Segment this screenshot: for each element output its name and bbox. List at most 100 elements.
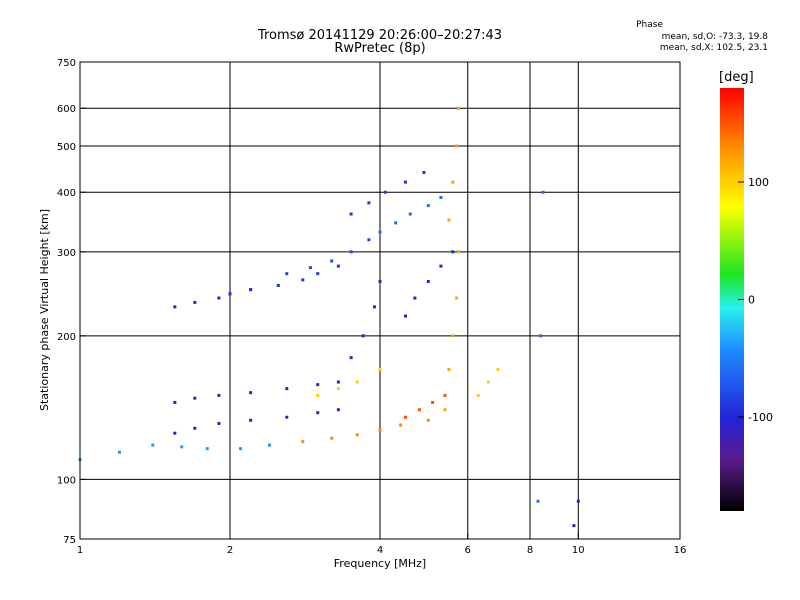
data-point [151, 443, 155, 447]
data-point [336, 264, 340, 268]
data-point [355, 433, 359, 437]
data-point [451, 180, 455, 184]
data-point [249, 391, 253, 395]
data-point [249, 418, 253, 422]
colorbar-tick-label: 100 [748, 176, 769, 189]
data-point [316, 383, 320, 387]
colorbar-tick-label: 0 [748, 294, 755, 307]
data-point [336, 387, 340, 391]
data-point [457, 250, 461, 254]
phase-stats-o: mean, sd,O: -73.3, 19.8 [661, 32, 768, 42]
data-point [378, 367, 382, 371]
data-point [355, 380, 359, 384]
data-point [576, 499, 580, 503]
data-point [239, 447, 243, 451]
data-point [536, 499, 540, 503]
colorbar-ticks: 100 0 -100 [738, 176, 773, 424]
chart-title: Tromsø 20141129 20:26:00–20:27:43 [257, 28, 503, 43]
data-point [443, 408, 447, 412]
data-point [426, 204, 430, 208]
x-tick-label: 1 [77, 545, 83, 556]
data-point [361, 334, 365, 338]
data-point [451, 334, 455, 338]
data-point [373, 305, 377, 309]
y-tick-label: 400 [57, 188, 76, 199]
chart-subtitle: RwPretec (8p) [334, 41, 426, 56]
data-point [496, 367, 500, 371]
data-point [301, 440, 305, 444]
data-point [349, 212, 353, 216]
data-point [455, 144, 459, 148]
data-point [285, 387, 289, 391]
data-point [336, 380, 340, 384]
data-point [267, 443, 271, 447]
data-point [378, 230, 382, 234]
data-point [173, 400, 177, 404]
data-point [539, 334, 543, 338]
data-point [117, 450, 121, 454]
data-point [426, 279, 430, 283]
data-point [439, 195, 443, 199]
data-point [316, 411, 320, 415]
data-point [572, 524, 576, 528]
x-tick-label: 4 [377, 545, 383, 556]
data-point [451, 250, 455, 254]
data-point [308, 266, 312, 270]
data-point [431, 400, 435, 404]
data-point [541, 190, 545, 194]
y-tick-label: 600 [57, 104, 76, 115]
data-point [336, 408, 340, 412]
data-point [285, 415, 289, 419]
data-point [486, 380, 490, 384]
data-point [205, 447, 209, 451]
data-point [301, 278, 305, 282]
data-point [394, 221, 398, 225]
data-point [439, 264, 443, 268]
data-point [316, 393, 320, 397]
y-tick-label: 75 [63, 535, 76, 546]
data-point [457, 106, 461, 110]
axis-ticks: 1 2 4 6 8 10 16 75 100 200 300 400 500 600 750 [57, 58, 686, 556]
data-point [193, 300, 197, 304]
y-tick-label: 500 [57, 142, 76, 153]
data-point [367, 238, 371, 242]
data-point [447, 367, 451, 371]
y-tick-label: 200 [57, 332, 76, 343]
data-point [217, 296, 221, 300]
data-point [349, 356, 353, 360]
data-point [330, 259, 334, 263]
data-point [173, 431, 177, 435]
x-tick-label: 8 [527, 545, 533, 556]
data-point [276, 283, 280, 287]
data-point [180, 445, 184, 449]
data-point [413, 296, 417, 300]
data-point [383, 190, 387, 194]
data-point [403, 180, 407, 184]
data-point [443, 393, 447, 397]
data-point [417, 408, 421, 412]
data-point [316, 272, 320, 276]
data-point [285, 272, 289, 276]
phase-stats-x: mean, sd,X: 102.5, 23.1 [659, 43, 768, 53]
x-axis-label: Frequency [MHz] [333, 557, 427, 570]
data-point [349, 250, 353, 254]
x-tick-label: 16 [674, 545, 687, 556]
x-tick-label: 10 [572, 545, 585, 556]
data-point [403, 314, 407, 318]
data-point [422, 170, 426, 174]
y-tick-label: 300 [57, 248, 76, 259]
data-point [403, 415, 407, 419]
data-point [193, 396, 197, 400]
data-points [78, 106, 580, 528]
data-point [378, 279, 382, 283]
grid-lines [80, 62, 680, 539]
data-point [173, 305, 177, 309]
data-point [399, 423, 403, 427]
x-tick-label: 2 [227, 545, 233, 556]
data-point [228, 292, 232, 296]
data-point [455, 296, 459, 300]
data-point [330, 436, 334, 440]
data-point [367, 201, 371, 205]
data-point [378, 428, 382, 432]
